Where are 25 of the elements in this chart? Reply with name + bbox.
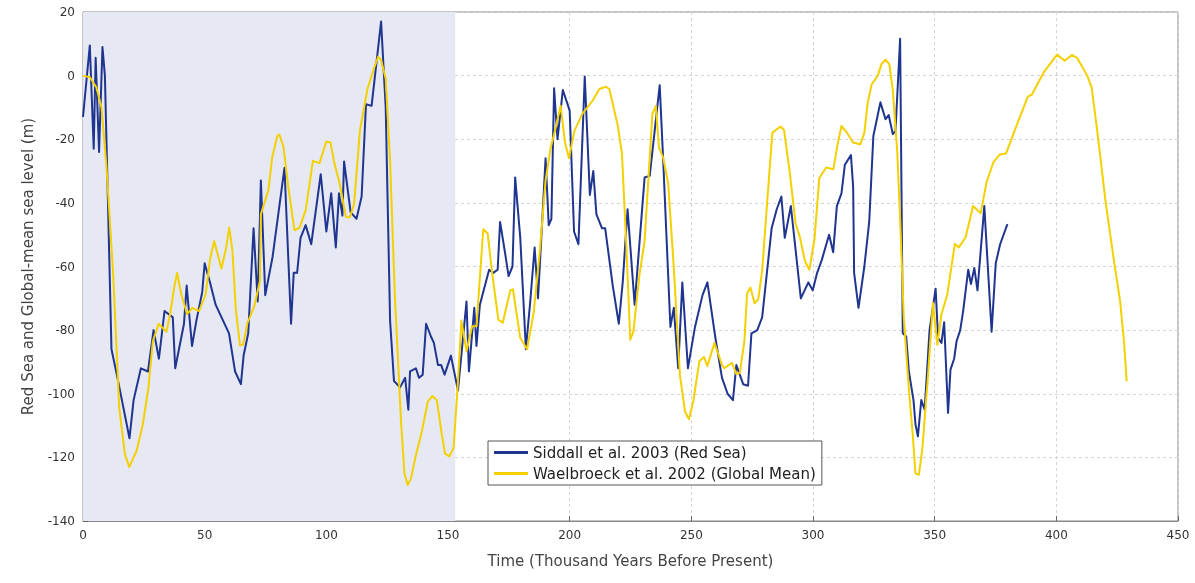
y-tick-label: 0	[67, 68, 75, 83]
x-tick-label: 50	[197, 528, 213, 542]
x-tick-label: 450	[1166, 528, 1190, 542]
line-series	[82, 53, 1128, 487]
y-tick-label: -120	[47, 450, 75, 465]
line-series	[82, 20, 1009, 440]
x-tick-label: 0	[79, 528, 87, 542]
y-tick-label: 20	[59, 5, 75, 19]
y-tick-label: -20	[55, 132, 75, 147]
x-tick-label: 300	[801, 528, 825, 542]
x-tick-label: 400	[1044, 528, 1068, 542]
y-tick-label: -80	[55, 323, 75, 338]
legend-label: Siddall et al. 2003 (Red Sea)	[533, 443, 747, 462]
y-tick-label: -40	[55, 195, 75, 210]
x-tick-label: 100	[314, 528, 338, 542]
x-tick-label: 250	[679, 528, 703, 542]
legend-label: Waelbroeck et al. 2002 (Global Mean)	[533, 464, 816, 483]
x-tick-label: 150	[436, 528, 460, 542]
y-axis-title: Red Sea and Global-mean sea level (m)	[18, 117, 37, 416]
y-tick-label: -100	[47, 386, 75, 401]
x-axis-title: Time (Thousand Years Before Present)	[486, 551, 774, 570]
x-tick-label: 200	[558, 528, 582, 542]
x-tick-label: 350	[923, 528, 947, 542]
y-tick-label: -60	[55, 259, 75, 274]
y-tick-label: -140	[47, 514, 75, 528]
